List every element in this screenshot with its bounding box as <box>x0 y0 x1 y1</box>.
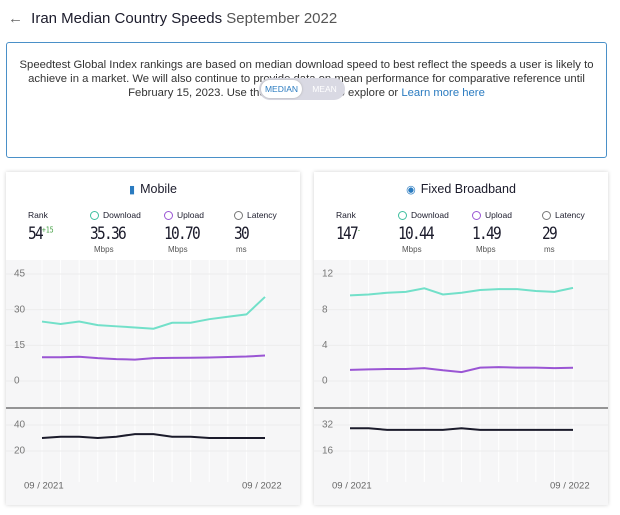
stat-label-text: Rank <box>336 210 356 220</box>
stat-unit: Mbps <box>402 245 422 254</box>
y-tick-label: 4 <box>322 340 328 351</box>
line-series <box>350 427 573 431</box>
stat-label: Download <box>398 210 449 220</box>
back-arrow[interactable]: ← <box>8 10 23 27</box>
header: ← Iran Median Country Speeds September 2… <box>8 10 337 27</box>
stat-icon <box>542 211 551 220</box>
stat-label-text: Download <box>411 210 449 220</box>
x-tick-label: 09 / 2022 <box>242 481 282 492</box>
stat-value-text: 10.44 <box>398 224 435 244</box>
stat-label: Latency <box>542 210 585 220</box>
stat: Latency 30 ms <box>234 210 277 254</box>
line-series <box>349 366 574 374</box>
x-tick-label: 09 / 2022 <box>550 481 590 492</box>
stat-value-text: 29 <box>542 224 558 244</box>
stat-unit: Mbps <box>168 245 188 254</box>
stat-label-text: Latency <box>555 210 585 220</box>
median-mean-toggle[interactable]: MEDIAN MEAN <box>259 78 345 100</box>
stat-label: Upload <box>472 210 512 220</box>
toggle-option[interactable]: MEAN <box>312 84 337 94</box>
line-series <box>349 286 574 297</box>
stat-icon <box>398 211 407 220</box>
panel-title-text: Mobile <box>140 182 177 196</box>
notice: Speedtest Global Index rankings are base… <box>6 42 607 158</box>
stat-value: 35.36 <box>90 224 133 244</box>
line-series <box>42 354 266 361</box>
learn-more-link[interactable]: Learn more here <box>401 87 485 99</box>
broadband-panel: ◉ Fixed Broadband Rank 147- Download 10.44 Mbp… <box>314 172 608 505</box>
stat-label: Rank <box>28 210 58 220</box>
stat-value-text: 1.49 <box>472 224 502 244</box>
stat-unit: ms <box>236 245 247 254</box>
stat-icon <box>90 211 99 220</box>
stat-value: 10.44 <box>398 224 441 244</box>
stat-label: Latency <box>234 210 277 220</box>
line-series <box>41 433 265 440</box>
panel-icon: ▮ <box>129 184 136 196</box>
stat-value: 30 <box>234 224 270 244</box>
panel-icon: ◉ <box>406 184 416 196</box>
y-tick-label: 0 <box>322 376 328 387</box>
stat-value: 147- <box>336 224 361 244</box>
stat: Upload 10.70 Mbps <box>164 210 205 254</box>
stat-value-text: 10.70 <box>164 224 201 244</box>
stat-label: Download <box>90 210 141 220</box>
y-tick-label: 8 <box>322 304 328 315</box>
charts: 0 4 8 12 16 32 09 / 2021 09 / 2022 <box>314 260 608 505</box>
stat: Rank 54+15 <box>28 210 58 244</box>
stat-unit: Mbps <box>94 245 114 254</box>
stat: Latency 29 ms <box>542 210 585 254</box>
y-tick-label: 12 <box>322 269 334 280</box>
x-tick-label: 09 / 2021 <box>24 481 64 492</box>
stat-label-text: Rank <box>28 210 48 220</box>
y-tick-label: 45 <box>14 269 26 280</box>
stat-label: Rank <box>336 210 365 220</box>
stat-value-text: 30 <box>234 224 250 244</box>
y-tick-label: 20 <box>14 446 26 457</box>
stat-value-text: 147 <box>336 224 359 244</box>
toggle-option[interactable]: MEDIAN <box>261 80 302 98</box>
stat-value: 1.49 <box>472 224 506 244</box>
stat-value-text: 54 <box>28 224 44 244</box>
y-tick-label: 16 <box>322 446 334 457</box>
stat-label: Upload <box>164 210 205 220</box>
stat: Upload 1.49 Mbps <box>472 210 512 254</box>
panel-title-text: Fixed Broadband <box>420 182 516 196</box>
y-tick-label: 0 <box>14 376 20 387</box>
stat-unit: ms <box>544 245 555 254</box>
stat: Rank 147- <box>336 210 365 244</box>
y-tick-label: 40 <box>14 420 26 431</box>
stat-value: 29 <box>542 224 578 244</box>
charts: 0 15 30 45 20 40 09 / 2021 09 / 2022 <box>6 260 300 505</box>
x-tick-label: 09 / 2021 <box>332 481 372 492</box>
page-title: Iran Median Country Speeds <box>31 10 223 27</box>
stat-icon <box>472 211 481 220</box>
stat: Download 10.44 Mbps <box>398 210 449 254</box>
stat-label-text: Upload <box>177 210 204 220</box>
stat-label-text: Upload <box>485 210 512 220</box>
y-tick-label: 30 <box>14 304 26 315</box>
line-series <box>41 296 266 330</box>
page-date[interactable]: September 2022 <box>226 10 338 27</box>
y-tick-label: 15 <box>14 340 26 351</box>
mobile-panel: ▮ Mobile Rank 54+15 Download 35.36 Mbps Upload 1… <box>6 172 300 505</box>
y-tick-label: 32 <box>322 420 334 431</box>
stat-unit: Mbps <box>476 245 496 254</box>
stat-label-text: Download <box>103 210 141 220</box>
stat-label-text: Latency <box>247 210 277 220</box>
stat-icon <box>234 211 243 220</box>
rank-change: +15 <box>42 225 54 235</box>
stat-icon <box>164 211 173 220</box>
stat-value: 10.70 <box>164 224 201 244</box>
panel-title: ◉ Fixed Broadband <box>314 182 608 196</box>
rank-change: - <box>357 225 361 235</box>
stat-value: 54+15 <box>28 224 54 244</box>
stat: Download 35.36 Mbps <box>90 210 141 254</box>
stat-value-text: 35.36 <box>90 224 127 244</box>
panel-title: ▮ Mobile <box>6 182 300 196</box>
